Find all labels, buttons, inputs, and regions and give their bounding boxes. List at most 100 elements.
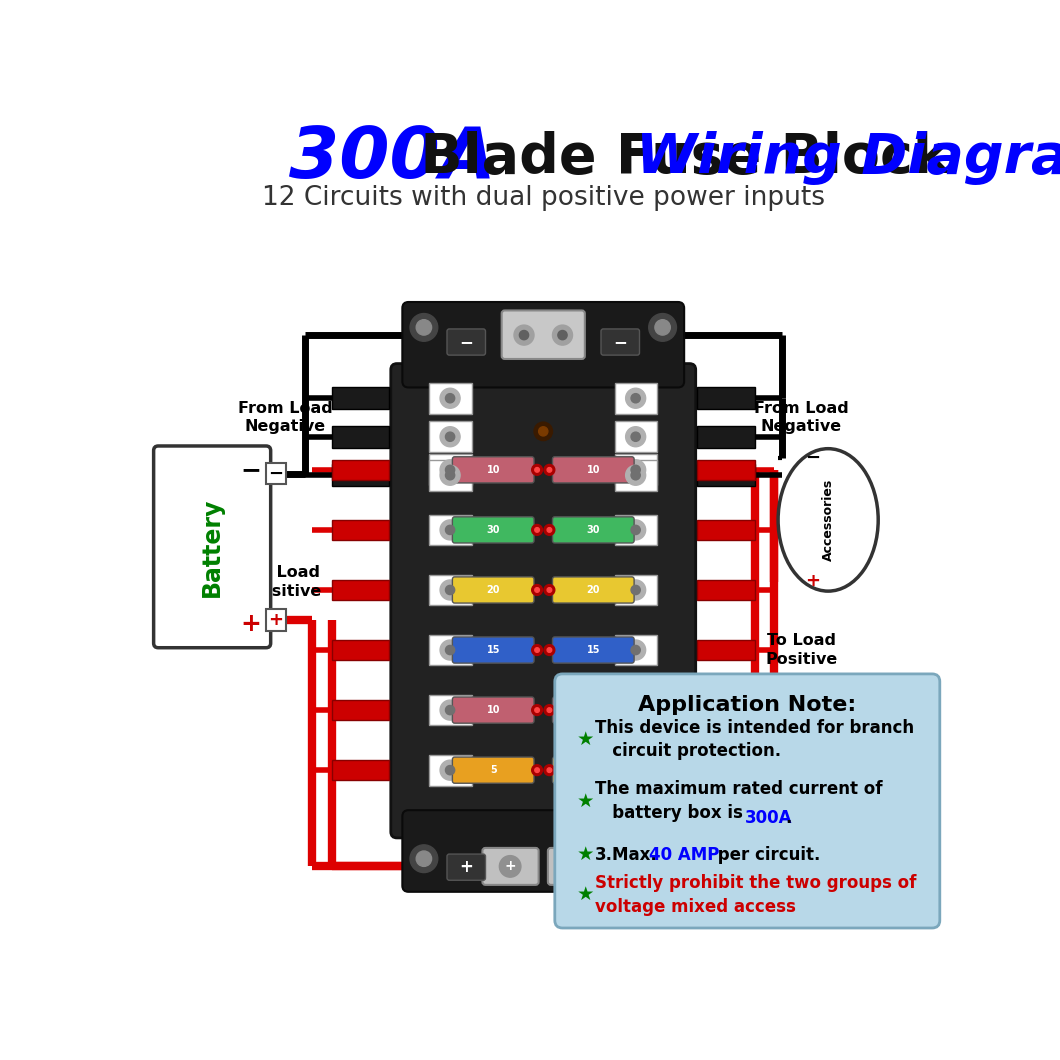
Circle shape <box>655 320 670 335</box>
Circle shape <box>625 519 646 540</box>
Circle shape <box>410 314 438 341</box>
Circle shape <box>445 393 455 403</box>
Bar <box>332 464 389 487</box>
Circle shape <box>547 467 551 472</box>
Circle shape <box>440 465 460 485</box>
Text: To Load
Positive: To Load Positive <box>249 565 321 599</box>
Text: Strictly prohibit the two groups of
voltage mixed access: Strictly prohibit the two groups of volt… <box>595 874 916 916</box>
Circle shape <box>417 320 431 335</box>
Text: 300A: 300A <box>745 809 793 827</box>
FancyBboxPatch shape <box>453 517 534 543</box>
Text: −: − <box>268 464 284 482</box>
Bar <box>615 383 657 413</box>
Circle shape <box>649 314 676 341</box>
Text: 10: 10 <box>586 465 600 475</box>
Bar <box>332 760 389 780</box>
Circle shape <box>532 464 543 475</box>
Text: 5: 5 <box>490 765 496 775</box>
FancyBboxPatch shape <box>403 810 684 891</box>
Bar <box>615 514 657 545</box>
Bar <box>332 700 389 720</box>
Circle shape <box>547 708 551 712</box>
Circle shape <box>440 580 460 600</box>
Text: 15: 15 <box>586 646 600 655</box>
Text: 5: 5 <box>590 765 597 775</box>
Circle shape <box>631 765 640 775</box>
Text: 40 AMP: 40 AMP <box>649 846 719 864</box>
Circle shape <box>410 845 438 872</box>
Text: ★: ★ <box>577 730 594 748</box>
Bar <box>615 421 657 453</box>
Circle shape <box>440 760 460 780</box>
FancyBboxPatch shape <box>453 757 534 783</box>
FancyBboxPatch shape <box>552 697 634 723</box>
Text: +: + <box>570 860 581 873</box>
FancyBboxPatch shape <box>548 848 604 885</box>
FancyBboxPatch shape <box>482 848 538 885</box>
Text: −: − <box>241 458 261 482</box>
Circle shape <box>519 331 529 339</box>
Text: 12 Circuits with dual positive power inputs: 12 Circuits with dual positive power inp… <box>262 186 825 211</box>
Circle shape <box>445 646 455 655</box>
Circle shape <box>625 640 646 660</box>
FancyBboxPatch shape <box>552 517 634 543</box>
Circle shape <box>625 760 646 780</box>
Circle shape <box>417 851 431 866</box>
Bar <box>697 426 755 447</box>
Bar <box>332 426 389 447</box>
Circle shape <box>544 705 554 716</box>
Circle shape <box>445 585 455 595</box>
Bar <box>429 514 472 545</box>
Text: ★: ★ <box>577 846 594 864</box>
Bar <box>332 460 389 480</box>
Bar <box>266 610 286 631</box>
Circle shape <box>535 528 540 532</box>
Circle shape <box>535 467 540 472</box>
FancyBboxPatch shape <box>391 364 695 837</box>
Bar <box>429 635 472 666</box>
Text: From Load
Negative: From Load Negative <box>754 401 849 435</box>
FancyBboxPatch shape <box>552 757 634 783</box>
Bar <box>615 455 657 485</box>
Circle shape <box>625 580 646 600</box>
Bar <box>615 694 657 725</box>
Text: .: . <box>785 809 792 827</box>
Circle shape <box>547 587 551 593</box>
Circle shape <box>534 422 552 441</box>
Circle shape <box>440 388 460 408</box>
FancyBboxPatch shape <box>501 311 585 359</box>
Circle shape <box>535 648 540 652</box>
Text: +: + <box>806 572 820 590</box>
Text: ★: ★ <box>577 885 594 904</box>
Circle shape <box>440 640 460 660</box>
Text: +: + <box>459 859 473 877</box>
Text: 30: 30 <box>586 525 600 535</box>
Circle shape <box>625 427 646 446</box>
Circle shape <box>445 765 455 775</box>
Circle shape <box>631 585 640 595</box>
Circle shape <box>532 525 543 535</box>
Circle shape <box>625 388 646 408</box>
Bar <box>697 760 755 780</box>
Circle shape <box>631 393 640 403</box>
Circle shape <box>535 708 540 712</box>
Text: ★: ★ <box>577 792 594 811</box>
Bar <box>697 580 755 600</box>
Text: 3.Max.: 3.Max. <box>595 846 657 864</box>
Bar <box>332 519 389 540</box>
Circle shape <box>499 855 520 878</box>
Text: To Load
Positive: To Load Positive <box>765 633 837 667</box>
Circle shape <box>440 460 460 480</box>
Text: 10: 10 <box>487 465 500 475</box>
Text: +: + <box>614 859 628 877</box>
Circle shape <box>547 648 551 652</box>
Circle shape <box>514 325 534 346</box>
Text: 15: 15 <box>487 646 500 655</box>
Text: This device is intended for branch
   circuit protection.: This device is intended for branch circu… <box>595 719 914 760</box>
Circle shape <box>631 526 640 534</box>
Bar <box>697 640 755 660</box>
Bar <box>615 575 657 605</box>
Circle shape <box>547 767 551 773</box>
Bar <box>429 460 472 491</box>
Text: Blade Fuse Block: Blade Fuse Block <box>401 131 969 186</box>
